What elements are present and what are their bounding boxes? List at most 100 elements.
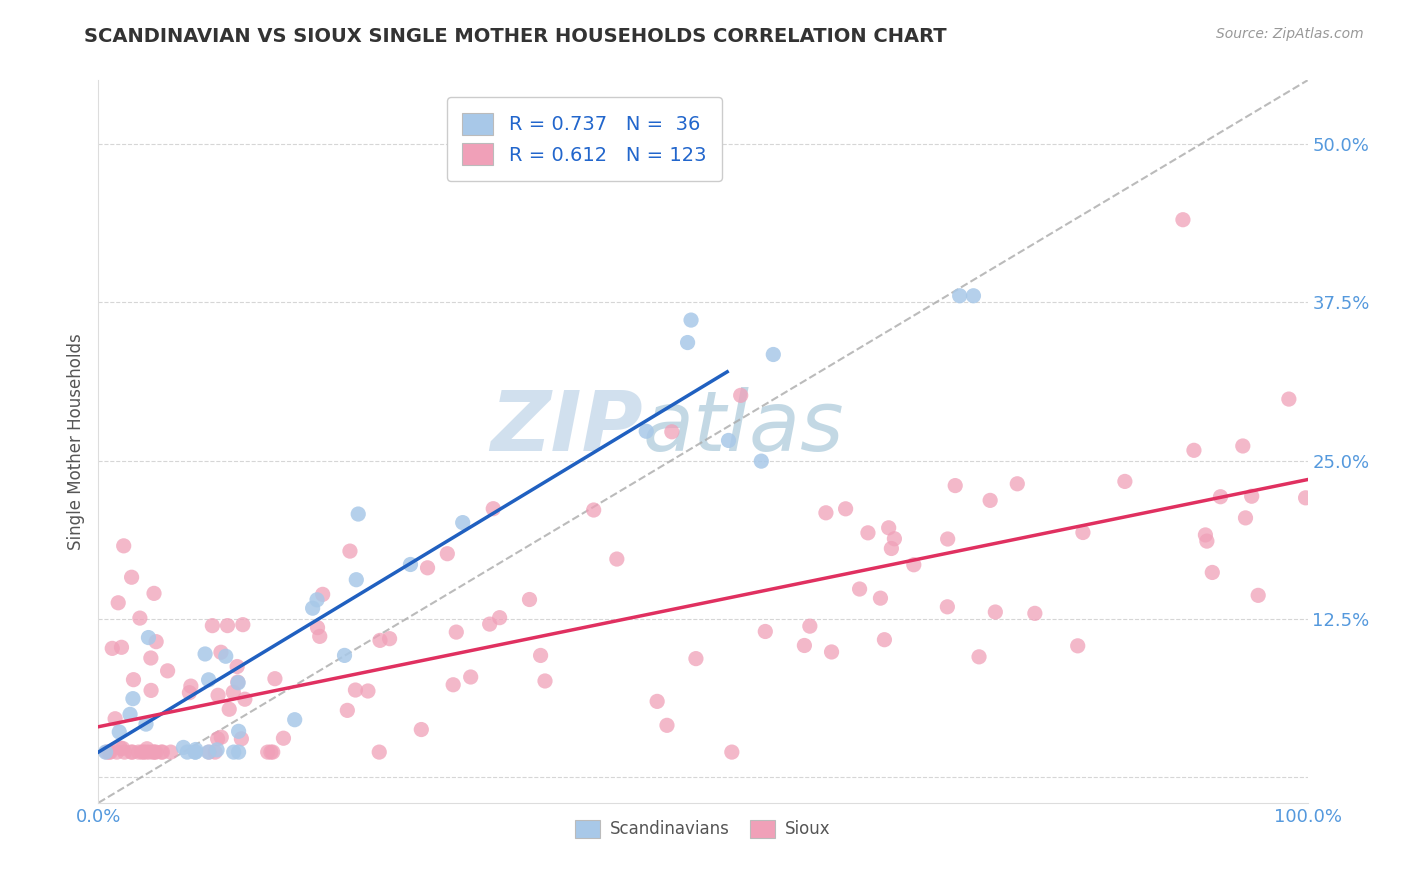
Point <box>197 745 219 759</box>
Point <box>256 745 278 759</box>
Point <box>368 633 391 648</box>
Point <box>156 664 179 678</box>
Point <box>441 678 464 692</box>
Point <box>131 745 153 759</box>
Point <box>121 570 143 584</box>
Point <box>685 651 707 665</box>
Point <box>488 610 510 624</box>
Point <box>218 702 240 716</box>
Point <box>228 724 250 739</box>
Point <box>936 532 959 546</box>
Point <box>339 544 361 558</box>
Point <box>1247 588 1270 602</box>
Point <box>226 675 249 690</box>
Point <box>104 712 127 726</box>
Point <box>834 501 856 516</box>
Point <box>606 552 628 566</box>
Point <box>209 645 232 659</box>
Point <box>848 582 870 596</box>
Point <box>260 745 283 759</box>
Text: SCANDINAVIAN VS SIOUX SINGLE MOTHER HOUSEHOLDS CORRELATION CHART: SCANDINAVIAN VS SIOUX SINGLE MOTHER HOUS… <box>84 27 948 45</box>
Point <box>1201 566 1223 580</box>
Point <box>105 745 128 759</box>
Point <box>198 745 221 759</box>
Point <box>132 745 155 759</box>
Point <box>139 683 162 698</box>
Point <box>754 624 776 639</box>
Point <box>98 745 121 759</box>
Point <box>749 454 772 468</box>
Point <box>814 506 837 520</box>
Point <box>301 601 323 615</box>
Point <box>308 629 330 643</box>
Point <box>478 617 501 632</box>
Point <box>943 478 966 492</box>
Point <box>135 717 157 731</box>
Point <box>451 516 474 530</box>
Point <box>184 742 207 756</box>
Point <box>333 648 356 663</box>
Point <box>730 388 752 402</box>
Point <box>1278 392 1301 406</box>
Point <box>128 611 150 625</box>
Point <box>135 745 157 759</box>
Point <box>416 561 439 575</box>
Point <box>1195 534 1218 549</box>
Point <box>1071 525 1094 540</box>
Point <box>145 634 167 648</box>
Point <box>436 547 458 561</box>
Point <box>209 730 232 744</box>
Point <box>98 745 121 759</box>
Point <box>311 587 333 601</box>
Point <box>979 493 1001 508</box>
Text: ZIP: ZIP <box>489 386 643 467</box>
Point <box>284 713 307 727</box>
Point <box>232 617 254 632</box>
Point <box>176 745 198 759</box>
Point <box>139 651 162 665</box>
Point <box>159 745 181 759</box>
Point <box>111 741 134 756</box>
Point <box>118 707 141 722</box>
Point <box>1182 443 1205 458</box>
Point <box>94 745 117 759</box>
Point <box>378 632 401 646</box>
Point <box>226 659 249 673</box>
Point <box>152 745 174 759</box>
Point <box>903 558 925 572</box>
Point <box>194 647 217 661</box>
Point <box>529 648 551 663</box>
Point <box>347 507 370 521</box>
Point <box>645 694 668 708</box>
Point <box>120 745 142 759</box>
Point <box>145 745 167 759</box>
Point <box>399 558 422 572</box>
Point <box>949 289 972 303</box>
Point <box>655 718 678 732</box>
Point <box>883 532 905 546</box>
Point <box>534 673 557 688</box>
Point <box>820 645 842 659</box>
Point <box>344 573 367 587</box>
Point <box>676 335 699 350</box>
Point <box>962 289 984 303</box>
Point <box>122 673 145 687</box>
Point <box>226 675 249 690</box>
Point <box>1295 491 1317 505</box>
Point <box>108 725 131 739</box>
Point <box>264 672 287 686</box>
Point <box>880 541 903 556</box>
Point <box>1024 607 1046 621</box>
Point <box>856 525 879 540</box>
Point <box>1114 475 1136 489</box>
Point <box>482 501 505 516</box>
Point <box>217 618 239 632</box>
Point <box>1171 212 1194 227</box>
Point <box>136 741 159 756</box>
Point <box>101 641 124 656</box>
Point <box>138 745 160 759</box>
Point <box>222 745 245 759</box>
Point <box>150 745 173 759</box>
Point <box>636 424 658 438</box>
Point <box>873 632 896 647</box>
